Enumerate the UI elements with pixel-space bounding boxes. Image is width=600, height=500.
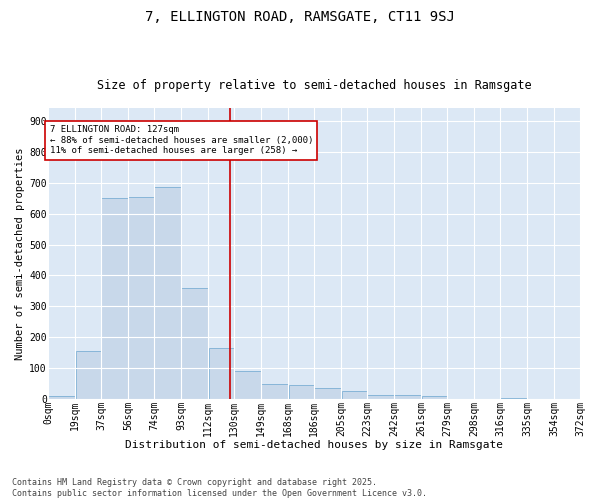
Bar [209,348,234,399]
Bar [367,394,394,399]
Text: 7, ELLINGTON ROAD, RAMSGATE, CT11 9SJ: 7, ELLINGTON ROAD, RAMSGATE, CT11 9SJ [145,10,455,24]
Bar [527,398,554,399]
Bar [289,386,314,399]
Bar [128,196,154,399]
Bar [101,198,128,399]
Title: Size of property relative to semi-detached houses in Ramsgate: Size of property relative to semi-detach… [97,79,532,92]
Bar [314,388,341,399]
X-axis label: Distribution of semi-detached houses by size in Ramsgate: Distribution of semi-detached houses by … [125,440,503,450]
Bar [394,394,421,399]
Bar [341,390,367,399]
Text: 7 ELLINGTON ROAD: 127sqm
← 88% of semi-detached houses are smaller (2,000)
11% o: 7 ELLINGTON ROAD: 127sqm ← 88% of semi-d… [50,126,313,156]
Bar [422,396,447,399]
Bar [154,188,181,399]
Y-axis label: Number of semi-detached properties: Number of semi-detached properties [15,148,25,360]
Bar [181,288,208,399]
Bar [76,352,101,399]
Bar [235,372,261,399]
Bar [262,384,288,399]
Bar [500,398,527,399]
Text: Contains HM Land Registry data © Crown copyright and database right 2025.
Contai: Contains HM Land Registry data © Crown c… [12,478,427,498]
Bar [49,396,75,399]
